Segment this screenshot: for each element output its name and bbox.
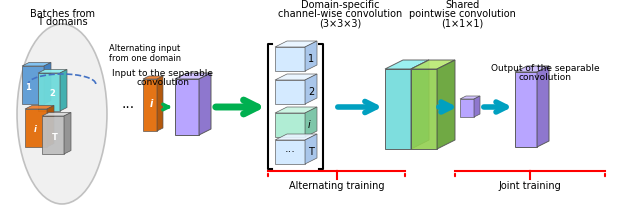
Ellipse shape xyxy=(17,24,107,204)
Polygon shape xyxy=(275,107,317,113)
Text: 1: 1 xyxy=(25,83,31,92)
Text: Joint training: Joint training xyxy=(499,181,561,191)
Polygon shape xyxy=(42,116,64,154)
Polygon shape xyxy=(38,73,60,111)
Polygon shape xyxy=(44,62,51,104)
Text: i: i xyxy=(149,99,153,109)
Text: Shared: Shared xyxy=(445,0,479,10)
Polygon shape xyxy=(460,96,480,99)
Polygon shape xyxy=(537,66,549,147)
Polygon shape xyxy=(25,109,47,147)
Polygon shape xyxy=(275,140,305,164)
Text: convolution: convolution xyxy=(518,73,572,82)
Text: Alternating input
from one domain: Alternating input from one domain xyxy=(109,44,181,63)
Polygon shape xyxy=(305,74,317,104)
Polygon shape xyxy=(305,107,317,137)
Polygon shape xyxy=(22,62,51,66)
Polygon shape xyxy=(275,74,317,80)
Polygon shape xyxy=(275,134,317,140)
Text: (3×3×3): (3×3×3) xyxy=(319,18,361,28)
Text: ...: ... xyxy=(285,144,296,154)
Text: Domain-specific: Domain-specific xyxy=(301,0,380,10)
Text: channel-wise convolution: channel-wise convolution xyxy=(278,9,402,19)
Polygon shape xyxy=(175,79,199,135)
Text: 2: 2 xyxy=(49,90,55,99)
Text: Alternating training: Alternating training xyxy=(289,181,384,191)
Text: Output of the separable: Output of the separable xyxy=(491,64,599,73)
Polygon shape xyxy=(22,66,44,104)
Polygon shape xyxy=(25,106,54,109)
Polygon shape xyxy=(275,80,305,104)
Polygon shape xyxy=(305,134,317,164)
Polygon shape xyxy=(385,69,411,149)
Text: 1: 1 xyxy=(308,54,314,64)
Polygon shape xyxy=(437,60,455,149)
Polygon shape xyxy=(38,69,67,73)
Text: pointwise convolution: pointwise convolution xyxy=(408,9,515,19)
Text: T: T xyxy=(52,132,58,141)
Text: ...: ... xyxy=(122,97,134,111)
Polygon shape xyxy=(175,73,211,79)
Polygon shape xyxy=(199,73,211,135)
Text: (1×1×1): (1×1×1) xyxy=(441,18,483,28)
Polygon shape xyxy=(64,113,71,154)
Text: T domains: T domains xyxy=(36,17,87,27)
Text: Input to the separable: Input to the separable xyxy=(113,69,214,78)
Polygon shape xyxy=(275,113,305,137)
Polygon shape xyxy=(411,69,437,149)
Text: i: i xyxy=(33,124,36,134)
Text: i: i xyxy=(308,120,311,130)
Polygon shape xyxy=(460,99,474,117)
Polygon shape xyxy=(385,60,429,69)
Polygon shape xyxy=(42,113,71,116)
Polygon shape xyxy=(275,47,305,71)
Polygon shape xyxy=(60,69,67,111)
Polygon shape xyxy=(305,41,317,71)
Text: convolution: convolution xyxy=(136,78,189,87)
Polygon shape xyxy=(143,79,157,131)
Polygon shape xyxy=(143,76,163,79)
Text: 2: 2 xyxy=(308,87,314,97)
Text: Batches from: Batches from xyxy=(29,9,95,19)
Polygon shape xyxy=(515,66,549,72)
Polygon shape xyxy=(411,60,455,69)
Text: T: T xyxy=(308,147,314,157)
Polygon shape xyxy=(474,96,480,117)
Polygon shape xyxy=(411,60,429,149)
Polygon shape xyxy=(157,76,163,131)
Polygon shape xyxy=(275,41,317,47)
Polygon shape xyxy=(47,106,54,147)
Polygon shape xyxy=(515,72,537,147)
